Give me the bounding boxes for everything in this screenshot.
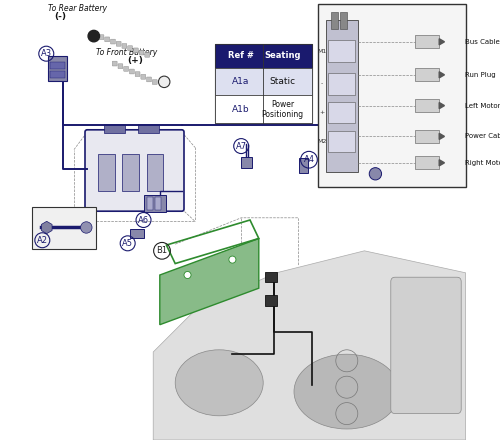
- Polygon shape: [439, 103, 444, 109]
- Text: A4: A4: [304, 155, 314, 164]
- Polygon shape: [439, 133, 444, 139]
- Bar: [415, 156, 439, 169]
- FancyBboxPatch shape: [112, 61, 117, 66]
- Bar: [415, 35, 439, 48]
- FancyBboxPatch shape: [145, 52, 150, 57]
- Text: -: -: [320, 81, 323, 87]
- Text: Static: Static: [270, 77, 295, 86]
- Bar: [48, 56, 68, 81]
- FancyBboxPatch shape: [105, 37, 110, 42]
- Circle shape: [88, 30, 100, 42]
- Text: M2: M2: [317, 139, 326, 144]
- Text: Left Motor: Left Motor: [464, 103, 500, 109]
- Bar: [328, 73, 355, 95]
- FancyBboxPatch shape: [99, 35, 104, 40]
- Bar: [50, 62, 65, 69]
- Bar: [330, 12, 338, 29]
- Bar: [328, 131, 355, 152]
- Bar: [241, 157, 252, 168]
- FancyBboxPatch shape: [85, 130, 184, 211]
- Text: Right Motor: Right Motor: [464, 160, 500, 166]
- FancyBboxPatch shape: [118, 64, 123, 69]
- Bar: [144, 195, 166, 212]
- Circle shape: [184, 271, 191, 279]
- Text: M1: M1: [317, 48, 326, 54]
- FancyBboxPatch shape: [128, 46, 132, 51]
- FancyBboxPatch shape: [139, 50, 144, 55]
- Circle shape: [80, 222, 92, 233]
- Bar: [415, 99, 439, 112]
- Bar: [98, 154, 115, 191]
- Text: A1a: A1a: [232, 77, 250, 86]
- Bar: [318, 4, 466, 187]
- Bar: [215, 95, 312, 123]
- Text: Bus Cable: Bus Cable: [464, 39, 500, 45]
- FancyBboxPatch shape: [152, 80, 157, 84]
- Polygon shape: [439, 160, 444, 166]
- Bar: [340, 12, 347, 29]
- Bar: [415, 130, 439, 143]
- Bar: [138, 124, 160, 133]
- Bar: [146, 197, 153, 210]
- Text: To Rear Battery: To Rear Battery: [48, 4, 106, 13]
- Circle shape: [369, 168, 382, 180]
- Bar: [50, 71, 65, 78]
- Bar: [328, 102, 355, 123]
- Bar: [104, 124, 125, 133]
- Polygon shape: [439, 39, 444, 45]
- Text: A3: A3: [40, 49, 52, 58]
- Text: Power Cable: Power Cable: [464, 133, 500, 139]
- Text: A7: A7: [236, 142, 247, 150]
- Circle shape: [229, 256, 236, 263]
- Bar: [154, 197, 160, 210]
- Polygon shape: [160, 238, 259, 325]
- Bar: [328, 40, 355, 62]
- FancyBboxPatch shape: [116, 41, 121, 46]
- Bar: [122, 154, 139, 191]
- FancyBboxPatch shape: [130, 69, 134, 74]
- Ellipse shape: [175, 350, 263, 416]
- Text: To
Joystick: To Joystick: [360, 147, 392, 166]
- Text: A5: A5: [122, 239, 133, 248]
- Polygon shape: [439, 72, 444, 78]
- Bar: [300, 158, 308, 173]
- Circle shape: [158, 76, 170, 88]
- Text: Ref #: Ref #: [228, 51, 254, 60]
- Bar: [326, 20, 358, 172]
- Polygon shape: [153, 251, 466, 440]
- Bar: [264, 272, 277, 282]
- Bar: [215, 44, 312, 68]
- FancyBboxPatch shape: [135, 72, 140, 77]
- FancyBboxPatch shape: [141, 74, 146, 79]
- Bar: [130, 229, 144, 238]
- Text: Seating: Seating: [264, 51, 301, 60]
- FancyBboxPatch shape: [110, 39, 116, 44]
- FancyBboxPatch shape: [124, 66, 128, 71]
- FancyBboxPatch shape: [134, 48, 138, 53]
- Text: A2: A2: [37, 236, 48, 245]
- FancyBboxPatch shape: [122, 44, 127, 48]
- Text: (-): (-): [54, 12, 66, 22]
- FancyBboxPatch shape: [146, 77, 152, 82]
- Bar: [264, 295, 277, 306]
- Bar: [215, 44, 312, 123]
- FancyBboxPatch shape: [391, 277, 461, 414]
- Text: A6: A6: [138, 216, 149, 224]
- Text: Run Plug: Run Plug: [464, 72, 496, 78]
- Text: To Front Battery: To Front Battery: [96, 48, 158, 57]
- Bar: [215, 68, 312, 95]
- Ellipse shape: [294, 354, 400, 429]
- Text: Power
Positioning: Power Positioning: [262, 99, 304, 119]
- Bar: [32, 207, 96, 249]
- Text: +: +: [319, 110, 324, 115]
- Text: (+): (+): [128, 56, 144, 66]
- Text: A1b: A1b: [232, 105, 250, 114]
- Text: B1: B1: [156, 246, 168, 255]
- Bar: [415, 68, 439, 81]
- Bar: [146, 154, 164, 191]
